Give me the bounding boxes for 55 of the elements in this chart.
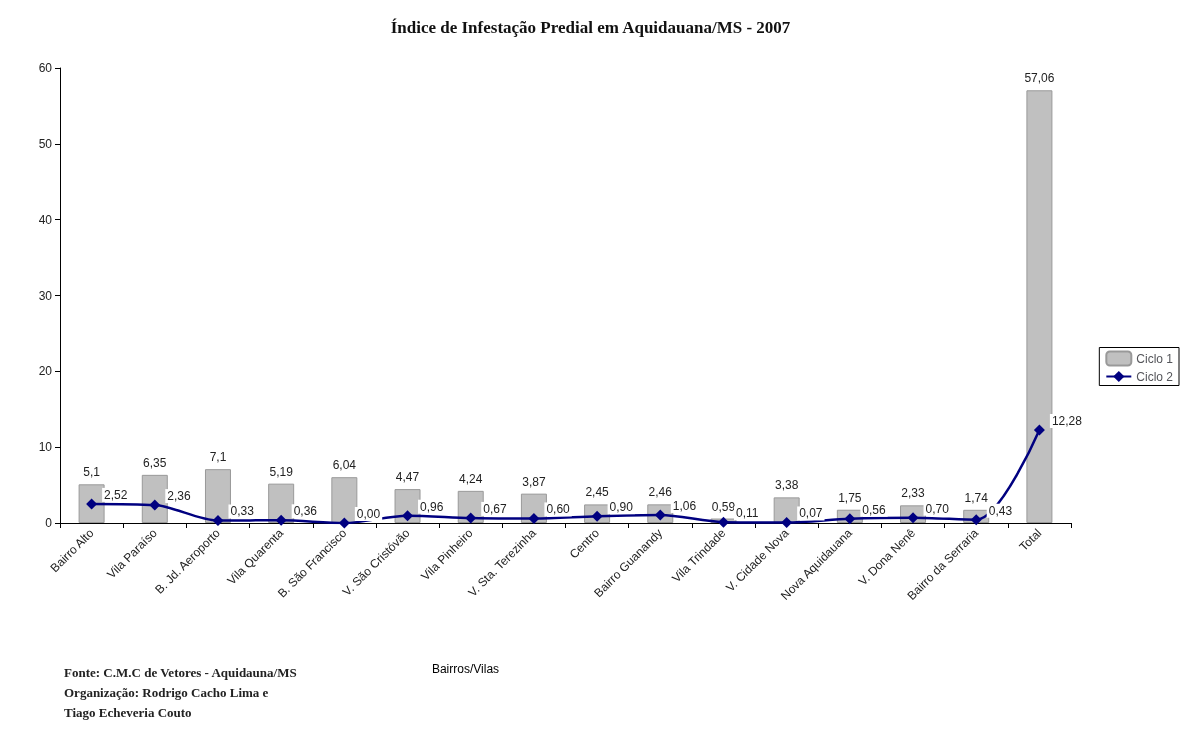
data-label: 6,35	[143, 455, 167, 470]
data-label: 0,00	[356, 507, 381, 521]
point	[528, 512, 540, 524]
chart-title: Índice de Infestação Predial em Aquidauana/MS - 2007	[390, 18, 791, 37]
data-label: 2,45	[585, 485, 610, 500]
x-axis-title: Bairros/Vilas	[431, 662, 500, 676]
legend-label: Ciclo 2	[1136, 369, 1174, 384]
data-label: 3,87	[522, 474, 546, 489]
data-label: 2,52	[104, 487, 128, 502]
data-label: 1,74	[964, 490, 989, 505]
data-label: 4,47	[395, 470, 420, 485]
data-label: 0,36	[293, 504, 318, 519]
y-tick-label: 20	[38, 364, 53, 379]
point	[275, 514, 287, 526]
point	[781, 516, 793, 528]
data-label: 3,38	[774, 478, 799, 493]
data-label: 2,46	[648, 485, 673, 500]
bar	[331, 477, 358, 523]
point	[149, 499, 161, 511]
point	[1033, 424, 1045, 436]
data-label: 1,06	[672, 498, 697, 513]
y-tick-label: 0	[45, 516, 53, 530]
data-label: 0,96	[420, 499, 444, 514]
text: Organização: Rodrigo Cacho Lima e Tiago Echeveria Couto	[64, 684, 269, 720]
data-label: 0,07	[799, 506, 823, 521]
y-tick-label: 30	[38, 288, 53, 303]
data-label: 12,28	[1051, 413, 1083, 428]
data-label: 0,60	[546, 502, 571, 517]
data-label: 57,06	[1024, 71, 1055, 86]
data-label: 5,1	[83, 465, 101, 480]
y-tick-label: 60	[38, 61, 53, 75]
data-label: 0,43	[988, 503, 1013, 518]
data-label: 1,75	[838, 490, 862, 505]
y-tick-label: 40	[38, 212, 53, 227]
source-note: Fonte: C.M.C de Vetores - Aquidauna/MS	[64, 664, 297, 680]
data-label: 5,19	[269, 464, 294, 479]
data-label: 0,90	[609, 500, 634, 515]
data-label: 7,1	[209, 450, 227, 465]
data-label: 6,04	[332, 458, 357, 473]
data-label: 0,33	[230, 504, 255, 519]
data-label: 0,67	[483, 501, 507, 516]
bar	[1026, 90, 1053, 523]
data-label: 2,36	[167, 489, 191, 504]
data-label: 0,70	[925, 501, 950, 516]
data-label: 0,11	[735, 506, 759, 521]
data-label: 2,33	[901, 486, 926, 501]
bar	[204, 469, 231, 523]
data-label: 0,56	[862, 502, 887, 517]
data-label: 0,59	[711, 499, 736, 514]
legend-label: Ciclo 1	[1136, 351, 1174, 366]
point	[717, 516, 729, 528]
y-tick-label: 10	[38, 440, 53, 455]
y-tick-label: 50	[38, 136, 53, 151]
point	[212, 515, 224, 526]
data-label: 4,24	[459, 471, 483, 486]
